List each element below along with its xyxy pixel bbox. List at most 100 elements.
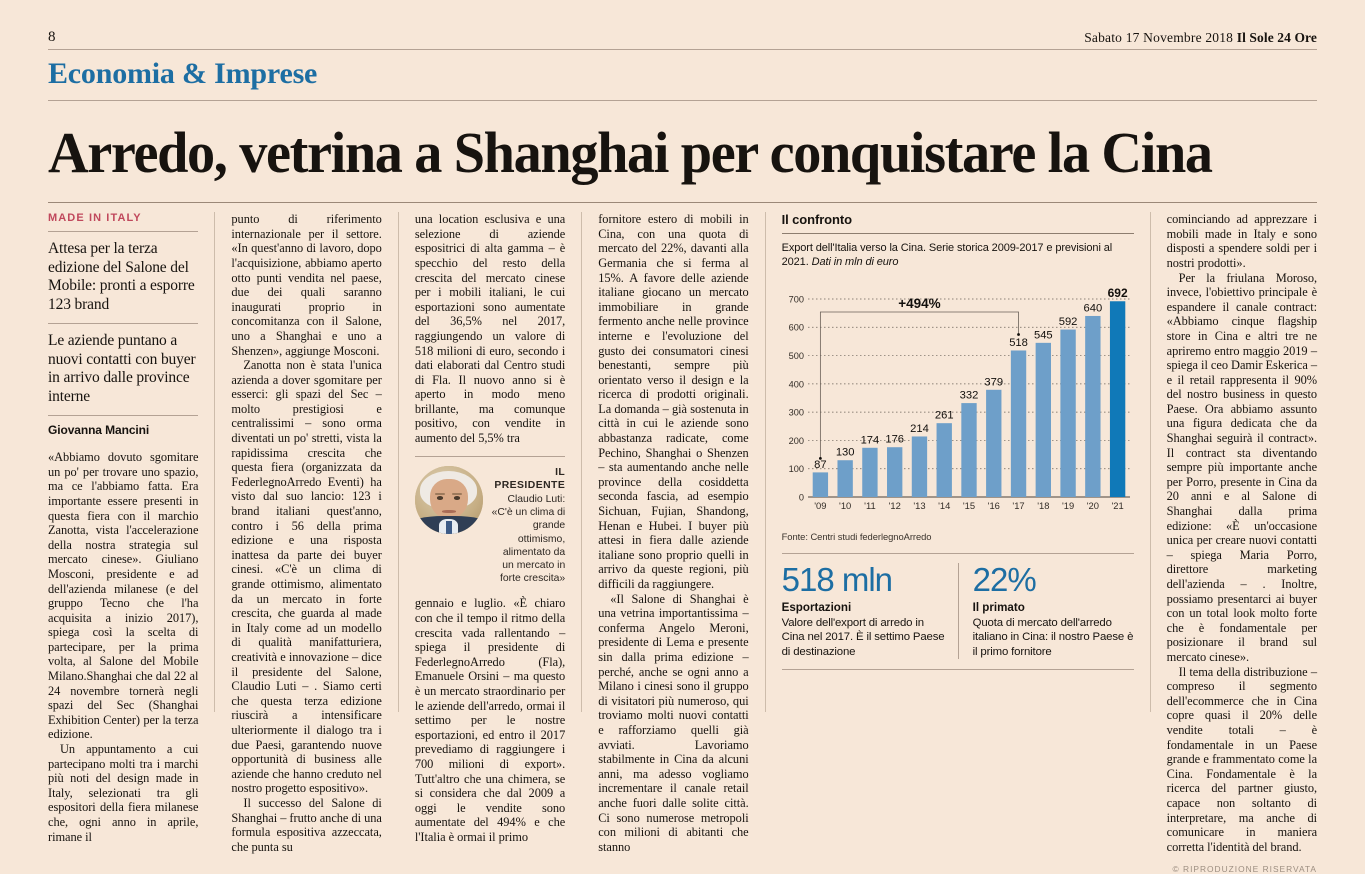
stat-description: Valore dell'export di arredo in Cina nel…	[781, 616, 945, 658]
stat-description: Quota di mercato dell'arredo italiano in…	[972, 616, 1134, 658]
svg-text:'21: '21	[1111, 500, 1123, 511]
portrait-figure: IL PRESIDENTE Claudio Luti: «C'è un clim…	[414, 455, 566, 586]
svg-text:100: 100	[788, 464, 803, 474]
portrait-caption-text: Claudio Luti: «C'è un clima di grande ot…	[491, 494, 566, 585]
svg-text:87: 87	[814, 459, 826, 471]
newspaper-page: 8 Sabato 17 Novembre 2018 Il Sole 24 Ore…	[48, 0, 1318, 874]
page-number: 8	[48, 29, 56, 45]
article-kicker: MADE IN ITALY	[48, 212, 142, 225]
svg-text:'14: '14	[938, 500, 950, 511]
body-paragraph: «Abbiamo dovuto sgomitare un po' per tro…	[48, 450, 199, 742]
body-paragraph: Un appuntamento a cui partecipano molti …	[48, 742, 199, 844]
body-paragraph: punto di riferimento internazionale per …	[231, 212, 382, 358]
panel-title-divider	[781, 233, 1134, 235]
stat-label: Il primato	[972, 600, 1025, 614]
summary-line-2: Le aziende puntano a nuovi contatti con …	[48, 332, 196, 405]
svg-text:640: 640	[1083, 303, 1102, 315]
svg-text:379: 379	[984, 376, 1003, 388]
svg-text:600: 600	[788, 323, 803, 333]
portrait-caption-title: IL PRESIDENTE	[494, 466, 566, 491]
svg-text:176: 176	[885, 434, 904, 446]
body-paragraph: una location esclusiva e una selezione d…	[414, 212, 566, 446]
section-title: Economia & Imprese	[48, 57, 318, 90]
summary-divider-1	[48, 323, 199, 325]
panel-title: Il confronto	[781, 212, 852, 228]
body-paragraph: Per la friulana Moroso, invece, l'obiett…	[1166, 270, 1318, 664]
copyright-notice: © RIPRODUZIONE RISERVATA	[1172, 864, 1318, 874]
svg-text:592: 592	[1058, 316, 1077, 328]
stat-box-exports: 518 mln Esportazioni Valore dell'export …	[782, 563, 958, 659]
body-paragraph: Il successo del Salone di Shanghai – fru…	[231, 795, 382, 854]
stat-value: 22%	[972, 561, 1037, 599]
section-divider	[48, 100, 1317, 101]
svg-text:261: 261	[935, 410, 954, 422]
stat-box-market-share: 22% Il primato Quota di mercato dell'arr…	[957, 561, 1134, 660]
column-rule	[581, 212, 583, 713]
svg-text:692: 692	[1107, 286, 1127, 300]
issue-date: Sabato 17 Novembre 2018	[1084, 30, 1234, 45]
column-2: punto di riferimento internazionale per …	[231, 212, 382, 854]
body-paragraph: gennaio e luglio. «È chiaro con che il t…	[414, 596, 566, 844]
export-bar-chart: 0 100 200 300 400 500 600 700 87 '09 130 '10 174 '11 1…	[782, 275, 1134, 527]
svg-text:'18: '18	[1037, 500, 1049, 511]
stat-boxes: 518 mln Esportazioni Valore dell'export …	[781, 553, 1134, 660]
svg-text:'15: '15	[963, 500, 975, 511]
summary-divider-2	[48, 415, 199, 417]
svg-text:0: 0	[799, 493, 804, 503]
svg-text:'12: '12	[888, 500, 900, 511]
svg-text:214: 214	[910, 423, 929, 435]
article-columns: MADE IN ITALY Attesa per la terza edizio…	[48, 212, 1318, 874]
panel-subtitle-main: Export dell'Italia verso la Cina. Serie …	[781, 242, 1113, 269]
svg-text:'19: '19	[1062, 500, 1074, 511]
folio-bar: 8 Sabato 17 Novembre 2018 Il Sole 24 Ore	[48, 0, 1317, 46]
svg-text:'09: '09	[814, 500, 826, 511]
bar-chart-svg: 0 100 200 300 400 500 600 700 87 '09 130 '10 174 '11 1…	[788, 286, 1130, 511]
svg-text:518: 518	[1009, 337, 1028, 349]
column-4: fornitore estero di mobili in Cina, con …	[598, 212, 749, 854]
svg-text:174: 174	[860, 434, 879, 446]
body-paragraph: Zanotta non è stata l'unica azienda a do…	[231, 358, 382, 796]
svg-text:'10: '10	[839, 500, 851, 511]
svg-text:'20: '20	[1086, 500, 1098, 511]
portrait-photo-claudio-luti	[414, 465, 483, 534]
svg-text:130: 130	[835, 447, 854, 459]
summary-line-1: Attesa per la terza edizione del Salone …	[48, 240, 195, 313]
column-rule	[764, 212, 766, 713]
column-1: MADE IN ITALY Attesa per la terza edizio…	[48, 212, 199, 844]
column-rule	[214, 212, 216, 713]
body-paragraph: «Il Salone di Shanghai è una vetrina imp…	[598, 591, 749, 854]
svg-text:'16: '16	[987, 500, 999, 511]
svg-text:'17: '17	[1012, 500, 1024, 511]
stats-divider	[781, 669, 1134, 671]
column-rule	[397, 212, 399, 713]
body-paragraph: cominciando ad apprezzare i mobili made …	[1166, 212, 1318, 270]
svg-text:200: 200	[788, 436, 803, 446]
svg-text:332: 332	[959, 390, 978, 402]
article-byline: Giovanna Mancini	[48, 423, 150, 438]
headline-divider	[48, 202, 1317, 204]
svg-text:300: 300	[788, 408, 803, 418]
svg-text:500: 500	[788, 351, 803, 361]
folio-date-masthead: Sabato 17 Novembre 2018 Il Sole 24 Ore	[1084, 30, 1317, 46]
panel-subtitle: Export dell'Italia verso la Cina. Serie …	[782, 234, 1134, 275]
stat-label: Esportazioni	[781, 600, 852, 614]
column-5: cominciando ad apprezzare i mobili made …	[1166, 212, 1318, 874]
folio-divider	[48, 49, 1317, 50]
chart-source: Fonte: Centri studi federlegnoArredo	[781, 531, 932, 543]
stat-value: 518 mln	[781, 561, 893, 599]
panel-subtitle-units: Dati in mln di euro	[811, 256, 899, 269]
svg-text:545: 545	[1034, 329, 1053, 341]
body-paragraph: fornitore estero di mobili in Cina, con …	[598, 212, 749, 591]
svg-text:+494%: +494%	[898, 296, 940, 311]
infographic-panel: Il confronto Export dell'Italia verso la…	[781, 212, 1134, 712]
body-paragraph: Il tema della distribuzione – compreso i…	[1166, 664, 1318, 854]
article-headline: Arredo, vetrina a Shanghai per conquista…	[48, 120, 1213, 185]
portrait-caption: IL PRESIDENTE Claudio Luti: «C'è un clim…	[491, 466, 566, 586]
svg-text:700: 700	[788, 295, 803, 305]
masthead-logo: Il Sole 24 Ore	[1236, 30, 1317, 45]
svg-text:'13: '13	[913, 500, 925, 511]
kicker-divider	[48, 231, 199, 233]
svg-text:400: 400	[788, 379, 803, 389]
svg-text:'11: '11	[864, 500, 876, 511]
column-rule	[1149, 212, 1151, 713]
